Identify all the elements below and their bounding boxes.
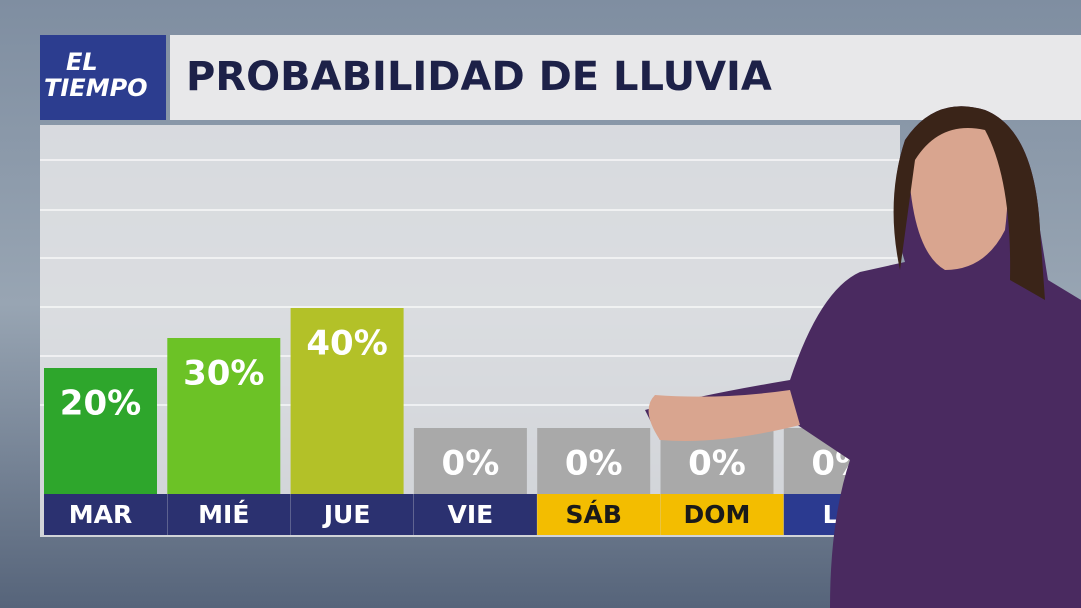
x-tick-label: DOM <box>684 500 751 529</box>
x-tick-label: JUE <box>322 500 371 529</box>
bar <box>167 338 281 494</box>
category-box <box>413 494 537 535</box>
value-label: 40% <box>306 324 387 364</box>
category-box <box>167 494 291 535</box>
logo-box <box>40 35 166 120</box>
logo-text: TIEMPO <box>44 74 148 102</box>
presenter-hair <box>893 106 1045 300</box>
chart-title: PROBABILIDAD DE LLUVIA <box>186 54 772 100</box>
value-label: 0% <box>688 444 746 484</box>
value-label: 0% <box>565 444 623 484</box>
category-box <box>537 494 661 535</box>
logo-text: EL <box>66 48 98 76</box>
x-tick-label: VIE <box>448 500 494 529</box>
value-label: 0% <box>442 444 500 484</box>
presenter-face <box>908 120 1008 270</box>
bar <box>290 308 404 494</box>
x-tick-label: MIÉ <box>198 500 249 529</box>
x-tick-label: MAR <box>69 500 132 529</box>
value-label: 30% <box>183 354 264 394</box>
bar <box>537 428 651 494</box>
category-box <box>44 494 167 535</box>
bar <box>413 428 527 494</box>
title-box <box>170 35 1081 120</box>
presenter <box>645 106 1081 608</box>
value-label: 20% <box>60 384 141 424</box>
presenter-hand <box>648 390 800 441</box>
x-tick-label: SÁB <box>565 500 621 529</box>
bar <box>44 368 157 494</box>
category-box <box>660 494 784 535</box>
category-box <box>290 494 414 535</box>
